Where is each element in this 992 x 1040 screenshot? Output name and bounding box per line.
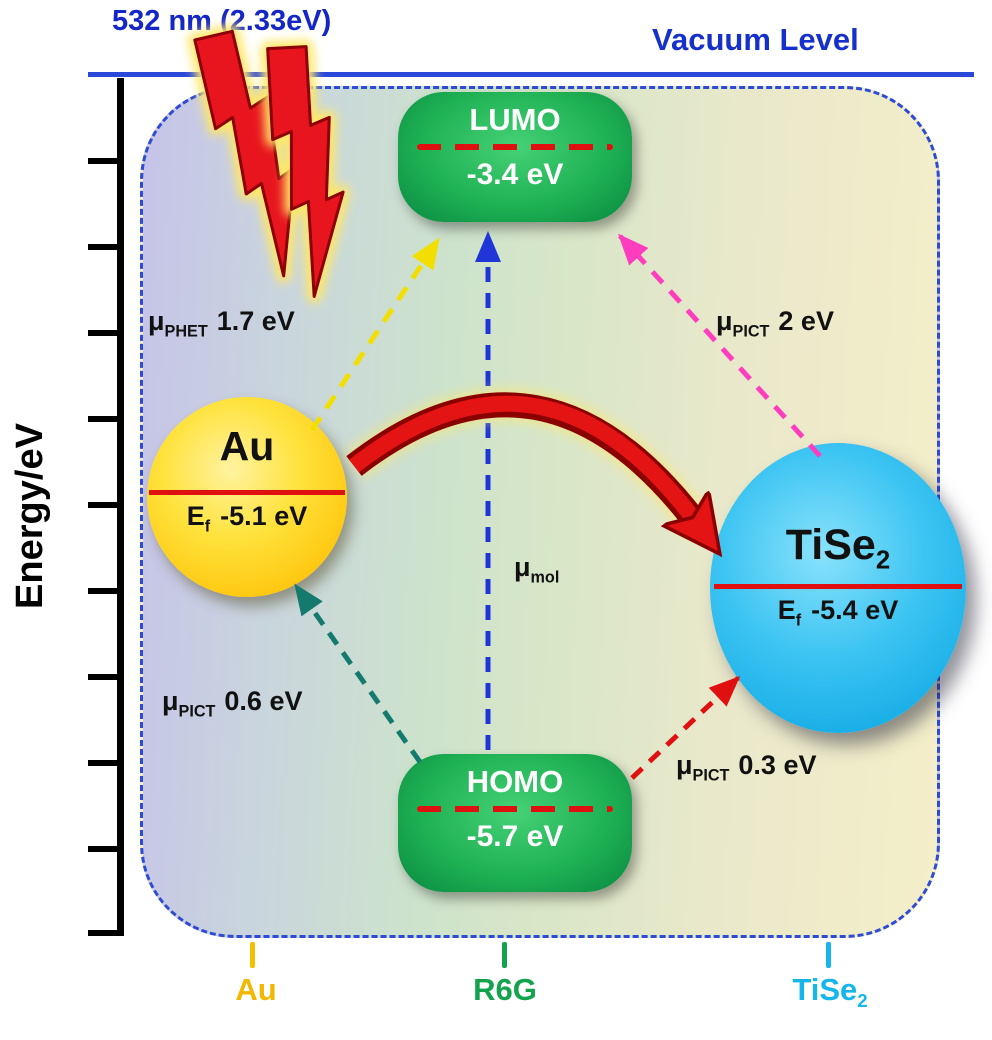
- tise2-fermi-label: Ef -5.4 eV: [710, 595, 966, 630]
- axis-tick: [88, 416, 118, 422]
- mu-value: 2 eV: [778, 306, 834, 336]
- tise2-axis-label-base: TiSe: [792, 972, 858, 1007]
- homo-level-box: HOMO -5.7 eV: [398, 754, 632, 892]
- mu-symbol: μ: [514, 552, 531, 582]
- au-label: Au: [219, 423, 275, 469]
- bottom-tick-r6g: [502, 942, 507, 968]
- axis-tick: [88, 760, 118, 766]
- tise2-label-base: TiSe: [785, 521, 876, 569]
- mu-value: 0.6 eV: [224, 686, 303, 716]
- tise2-fermi-line: [714, 584, 962, 589]
- laser-wavelength-label: 532 nm (2.33eV): [112, 5, 332, 37]
- bottom-axis-label-r6g: R6G: [473, 972, 537, 1007]
- axis-tick: [88, 158, 118, 164]
- energy-axis: [117, 78, 124, 936]
- homo-energy-value: -5.7 eV: [466, 820, 564, 853]
- transition-label-pict-lumo: μPICT 2 eV: [716, 306, 834, 341]
- mu-value: 1.7 eV: [216, 306, 295, 336]
- vacuum-level-label: Vacuum Level: [652, 22, 859, 57]
- transition-label-mol: μmol: [514, 552, 568, 587]
- mu-subscript: mol: [530, 568, 560, 587]
- axis-tick: [88, 930, 118, 936]
- mu-subscript: PHET: [164, 322, 208, 341]
- ef-symbol: E: [186, 501, 205, 531]
- ef-subscript: f: [204, 517, 211, 536]
- mu-symbol: μ: [148, 306, 165, 336]
- mu-subscript: PICT: [732, 322, 770, 341]
- tise2-label-subscript: 2: [875, 546, 891, 575]
- transition-label-pict-au: μPICT 0.6 eV: [162, 686, 302, 721]
- mu-value: 0.3 eV: [738, 750, 817, 780]
- lumo-label: LUMO: [469, 102, 561, 137]
- ef-symbol: E: [777, 595, 796, 625]
- axis-tick: [88, 674, 118, 680]
- au-node: Au Ef -5.1 eV: [147, 397, 347, 597]
- vacuum-level-line: [88, 72, 974, 77]
- transition-label-pict-tise2: μPICT 0.3 eV: [676, 750, 816, 785]
- mu-subscript: PICT: [178, 702, 216, 721]
- axis-tick: [88, 330, 118, 336]
- mu-symbol: μ: [676, 750, 693, 780]
- mu-symbol: μ: [716, 306, 733, 336]
- axis-tick: [88, 846, 118, 852]
- transition-label-phet: μPHET 1.7 eV: [148, 306, 295, 341]
- homo-label: HOMO: [466, 764, 564, 799]
- homo-level-dashed-line: [417, 806, 613, 812]
- tise2-axis-label-subscript: 2: [857, 990, 868, 1012]
- tise2-node: TiSe2 Ef -5.4 eV: [710, 443, 966, 733]
- au-fermi-label: Ef -5.1 eV: [147, 501, 347, 536]
- lumo-level-dashed-line: [417, 144, 613, 150]
- lumo-level-box: LUMO -3.4 eV: [398, 92, 632, 222]
- axis-tick: [88, 244, 118, 250]
- bottom-tick-au: [250, 942, 255, 968]
- mu-symbol: μ: [162, 686, 179, 716]
- axis-tick: [88, 502, 118, 508]
- lumo-energy-value: -3.4 eV: [466, 158, 564, 191]
- bottom-axis-label-au: Au: [235, 972, 277, 1007]
- au-fermi-line: [149, 490, 345, 495]
- ef-value: -5.1 eV: [220, 501, 308, 531]
- bottom-tick-tise2: [826, 942, 831, 968]
- bottom-axis-label-tise2: TiSe2: [775, 972, 885, 1012]
- tise2-label: TiSe2: [710, 521, 966, 576]
- axis-tick: [88, 588, 118, 594]
- energy-axis-label: Energy/eV: [9, 423, 51, 609]
- ef-subscript: f: [795, 611, 802, 630]
- mu-subscript: PICT: [692, 766, 730, 785]
- ef-value: -5.4 eV: [811, 595, 899, 625]
